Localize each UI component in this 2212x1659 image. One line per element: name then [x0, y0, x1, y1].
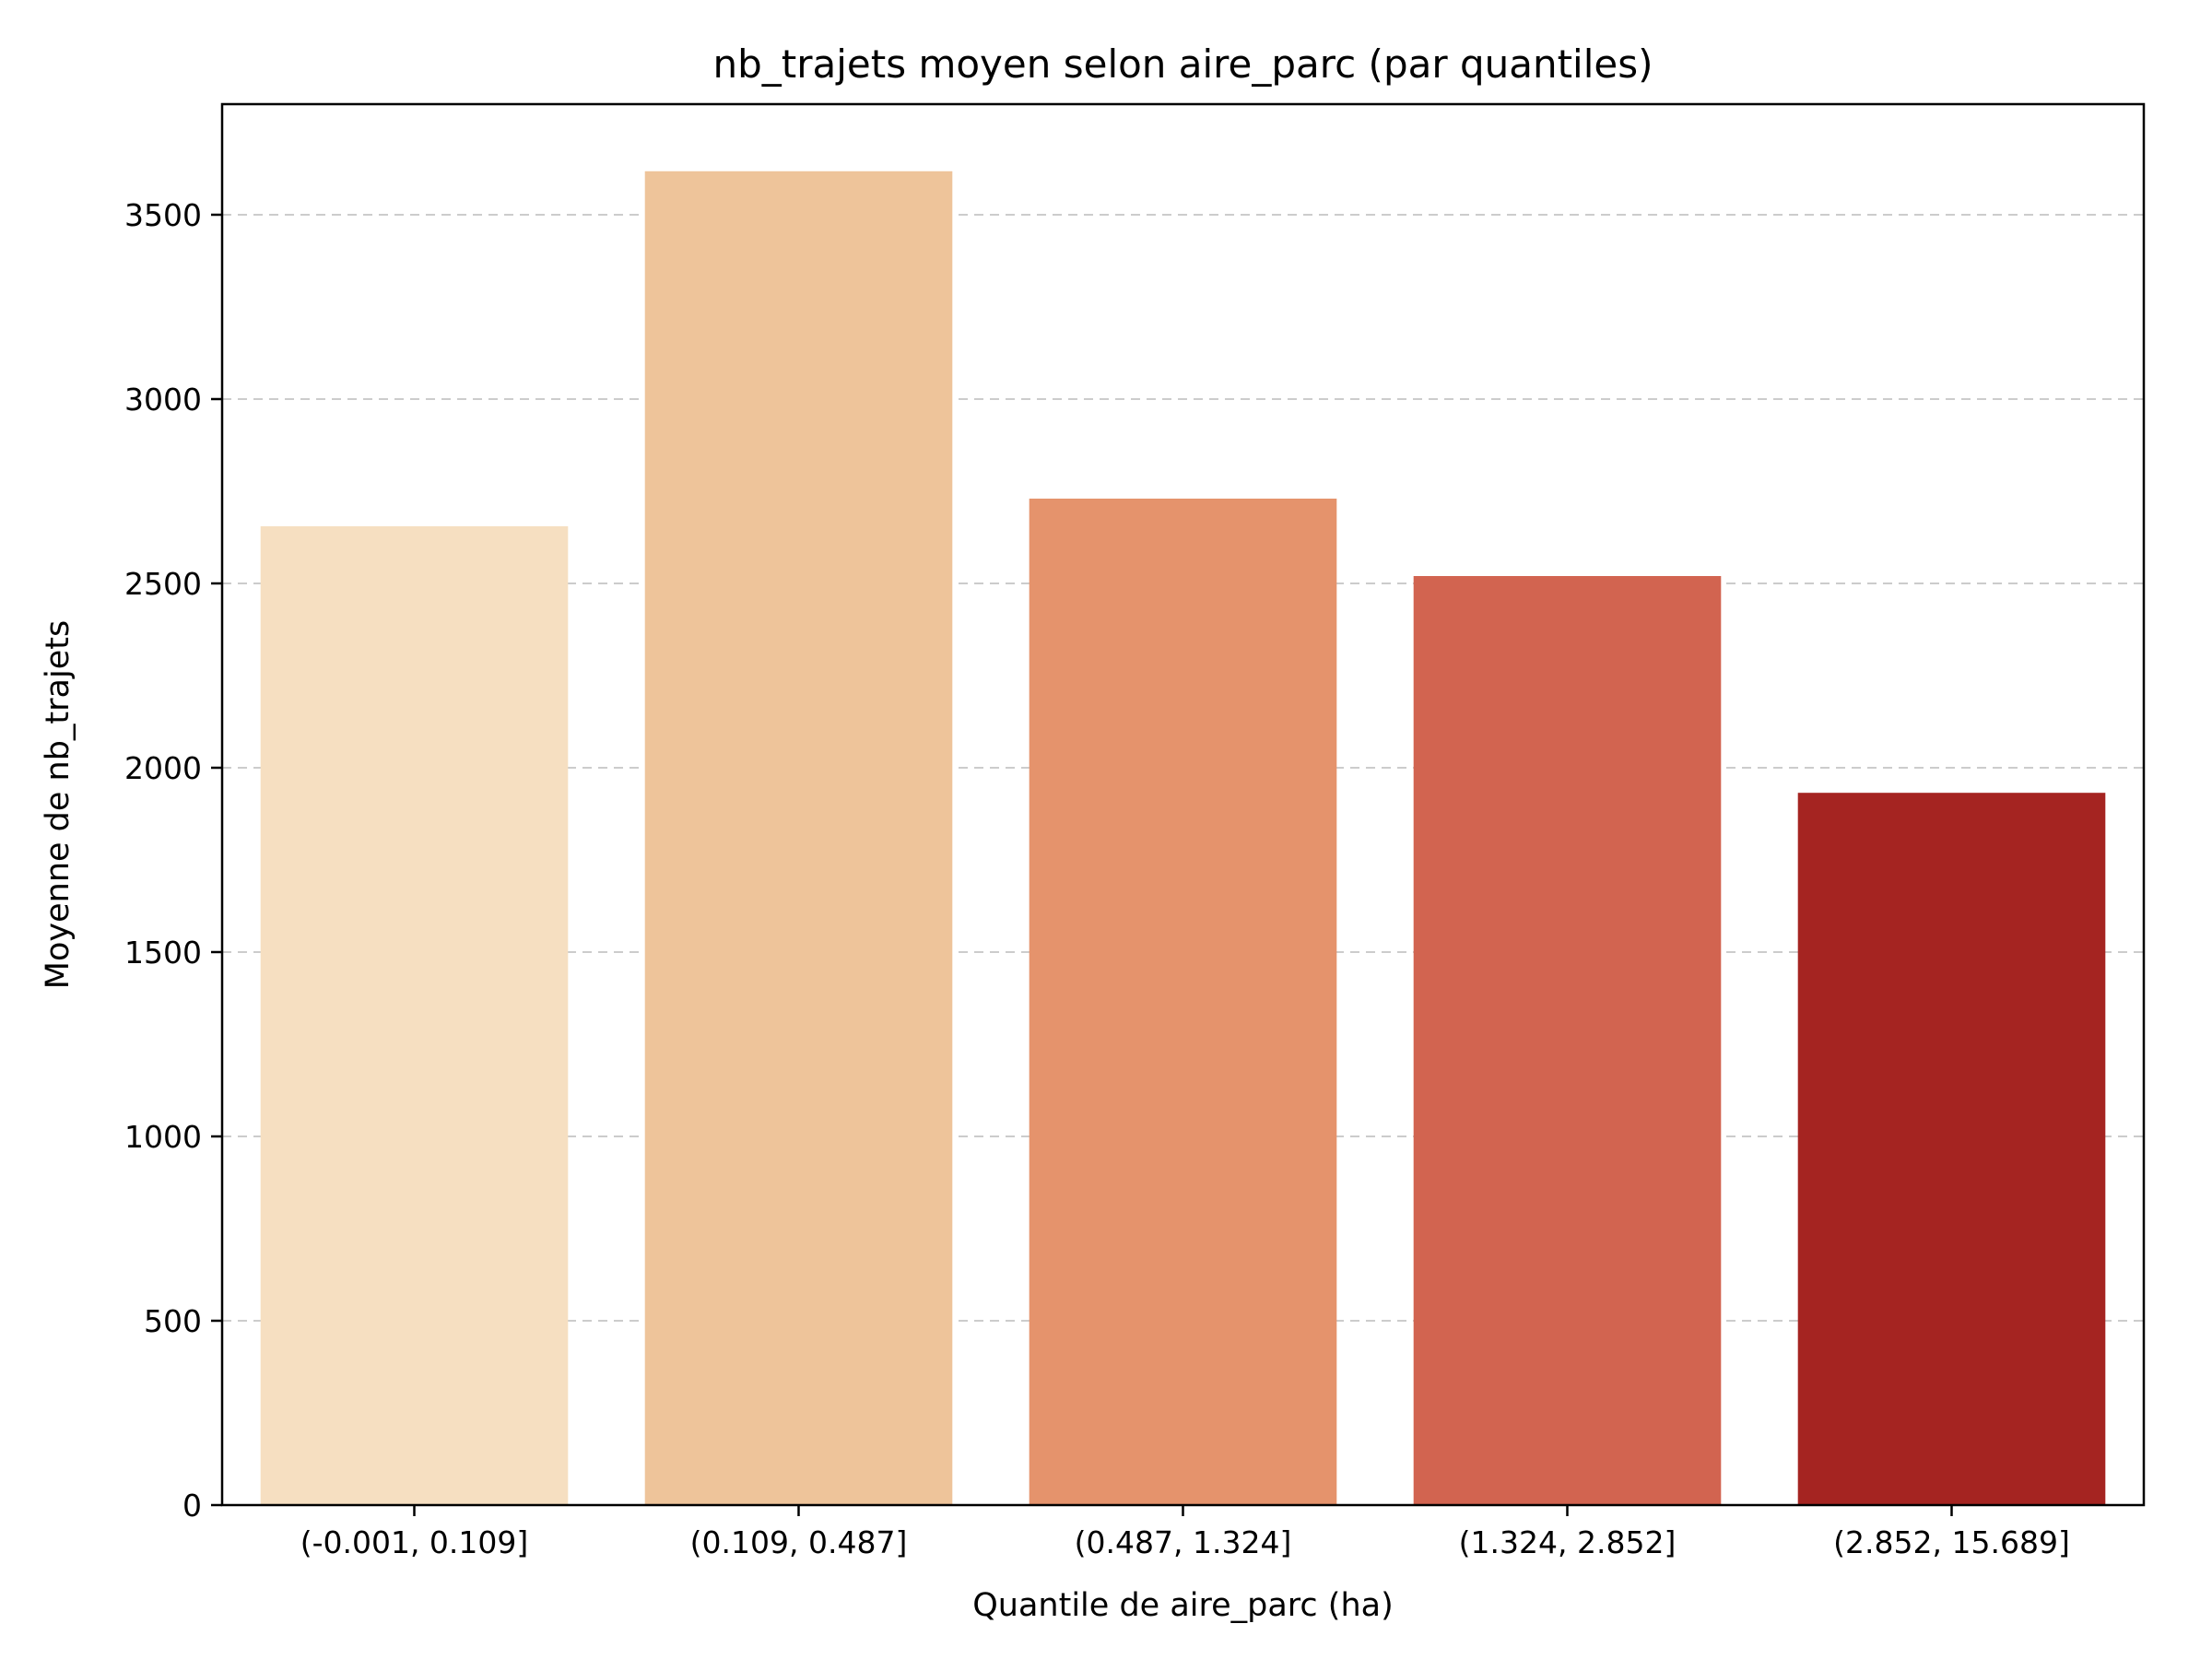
y-tick-label: 500: [144, 1303, 202, 1339]
bar: [1413, 576, 1722, 1505]
x-axis-ticks: (-0.001, 0.109] (0.109, 0.487] (0.487, 1.3…: [300, 1505, 2070, 1560]
bar: [1797, 793, 2106, 1505]
y-tick-label: 1000: [124, 1119, 202, 1155]
x-tick-label: (-0.001, 0.109]: [300, 1524, 529, 1560]
x-tick-label: (2.852, 15.689]: [1833, 1524, 2070, 1560]
chart-title: nb_trajets moyen selon aire_parc (par qu…: [712, 41, 1653, 87]
y-tick-label: 3500: [124, 197, 202, 233]
y-tick-label: 2000: [124, 750, 202, 786]
bar: [644, 171, 953, 1505]
y-axis-ticks: 0 500 1000 1500 2000 2500 3000 3500: [124, 197, 222, 1524]
y-axis-label: Moyenne de nb_trajets: [40, 620, 76, 989]
x-tick-label: (0.109, 0.487]: [690, 1524, 908, 1560]
bar: [1029, 499, 1337, 1505]
y-tick-label: 3000: [124, 382, 202, 418]
x-axis-label: Quantile de aire_parc (ha): [972, 1587, 1394, 1624]
y-tick-label: 2500: [124, 566, 202, 602]
x-tick-label: (0.487, 1.324]: [1075, 1524, 1292, 1560]
bar: [260, 526, 569, 1505]
bars: [260, 171, 2106, 1505]
y-tick-label: 1500: [124, 935, 202, 971]
x-tick-label: (1.324, 2.852]: [1459, 1524, 1677, 1560]
y-tick-label: 0: [182, 1488, 202, 1524]
